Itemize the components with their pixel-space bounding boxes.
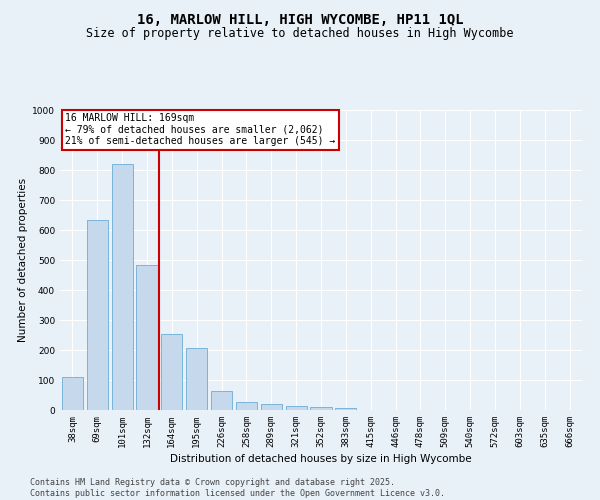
Bar (335, 408, 356, 410)
Y-axis label: Number of detached properties: Number of detached properties (18, 178, 28, 342)
Bar (87, 220, 108, 410)
Bar (112, 164, 133, 410)
Bar (286, 406, 307, 410)
Text: Size of property relative to detached houses in High Wycombe: Size of property relative to detached ho… (86, 28, 514, 40)
Bar (310, 407, 332, 410)
Text: 16 MARLOW HILL: 169sqm
← 79% of detached houses are smaller (2,062)
21% of semi-: 16 MARLOW HILL: 169sqm ← 79% of detached… (65, 113, 335, 146)
Bar (161, 334, 182, 410)
Bar (261, 404, 282, 410)
Text: Contains HM Land Registry data © Crown copyright and database right 2025.
Contai: Contains HM Land Registry data © Crown c… (30, 478, 445, 498)
Bar (236, 402, 257, 410)
Text: 16, MARLOW HILL, HIGH WYCOMBE, HP11 1QL: 16, MARLOW HILL, HIGH WYCOMBE, HP11 1QL (137, 12, 463, 26)
X-axis label: Distribution of detached houses by size in High Wycombe: Distribution of detached houses by size … (170, 454, 472, 464)
Bar (186, 348, 207, 410)
Bar (136, 265, 158, 410)
Bar (62, 377, 83, 410)
Bar (211, 390, 232, 410)
